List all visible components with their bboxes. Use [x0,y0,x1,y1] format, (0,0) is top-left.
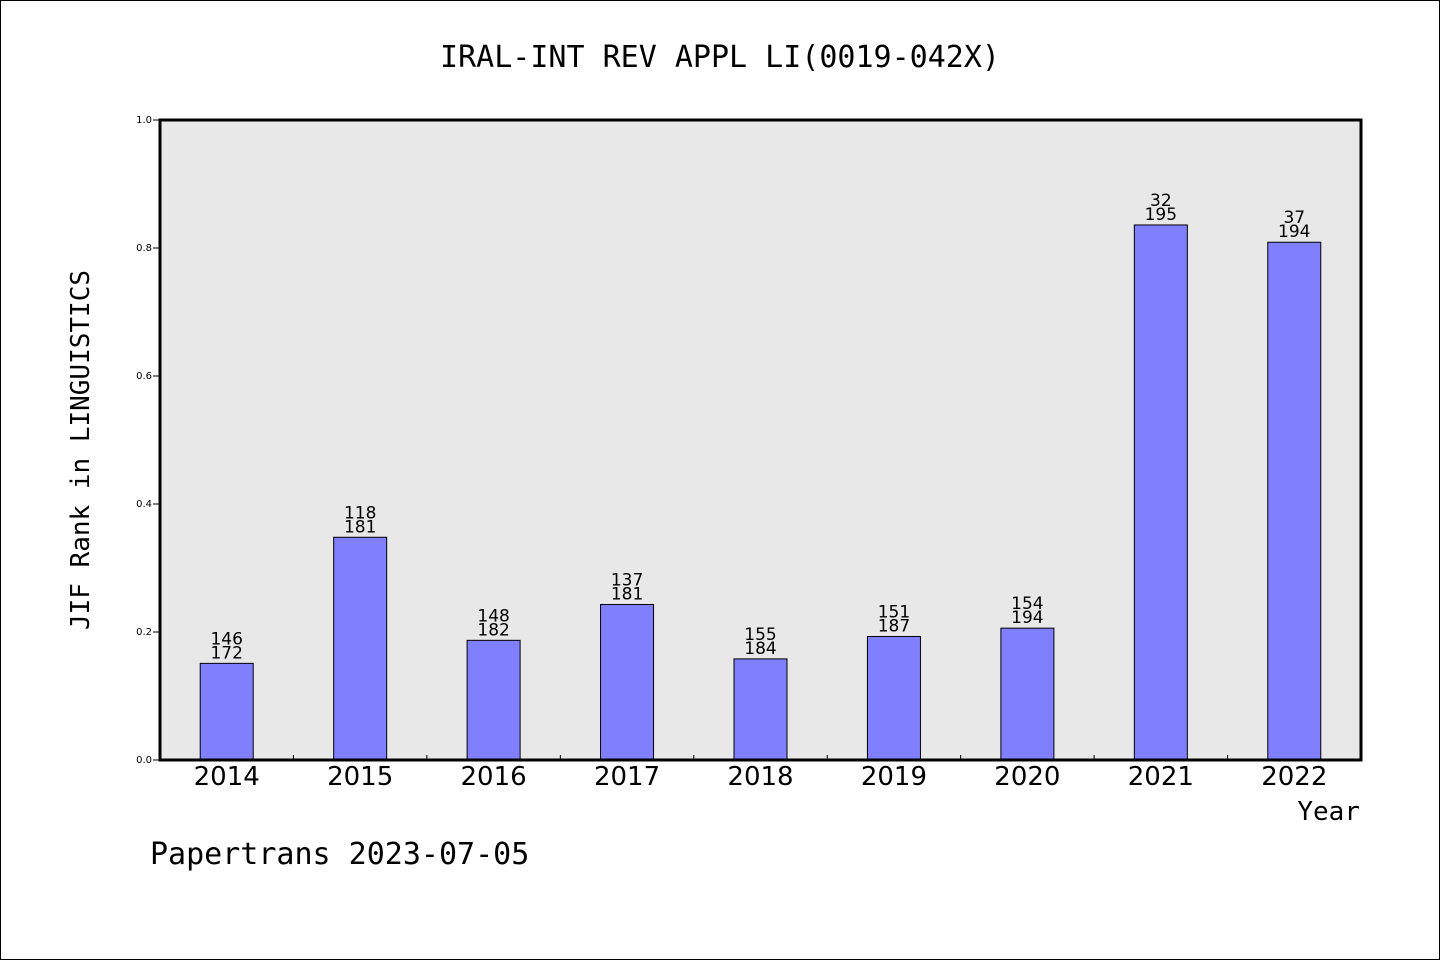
bar-rank-label: 37 [1283,208,1305,228]
bar-total-label: 181 [611,584,643,604]
bar-total-label: 172 [210,643,242,663]
bar-2014 [199,662,254,761]
x-tick-label: 2021 [1128,762,1194,792]
bar-2017 [600,603,655,761]
bar-2020 [1000,627,1055,761]
bar-2022 [1267,241,1322,761]
x-tick-label: 2015 [327,762,393,792]
plot-border [158,118,1363,762]
bar-labels-group: 1461721181811481821371811551841511871541… [210,191,1310,663]
bar-rank-label: 154 [1011,594,1043,614]
bar-rank-label: 148 [477,606,509,626]
bar-total-label: 195 [1145,205,1177,225]
bar-rank-label: 151 [878,602,910,622]
chart-title: IRAL-INT REV APPL LI(0019-042X) [440,40,1000,75]
x-tick-label: 2019 [861,762,927,792]
y-axis-label: JIF Rank in LINGUISTICS [66,270,96,630]
x-axis-ticks: 2014 2015 2016 2017 2018 2019 2020 2021 2022 [194,755,1327,792]
y-tick-label: 1.0 [136,115,152,126]
x-axis-label: Year [1297,797,1360,827]
bar-2016 [466,639,521,761]
bar-2021 [1133,224,1188,761]
x-tick-label: 2014 [194,762,260,792]
x-tick-label: 2018 [727,762,793,792]
y-tick-label: 0.6 [136,371,152,382]
x-tick-label: 2022 [1261,762,1327,792]
bar-rank-label: 32 [1150,191,1172,211]
y-axis-ticks: 0.0 0.2 0.4 0.6 0.8 1.0 [136,115,160,766]
y-tick-label: 0.2 [136,627,152,638]
watermark-text: Papertrans 2023-07-05 [150,837,529,872]
bar-total-label: 194 [1011,608,1043,628]
bar-total-label: 184 [744,639,776,659]
bar-total-label: 194 [1278,222,1310,242]
bar-rank-label: 137 [611,570,643,590]
bar-total-label: 187 [878,616,910,636]
bar-total-label: 181 [344,517,376,537]
bar-rank-label: 155 [744,625,776,645]
bar-total-label: 182 [477,620,509,640]
y-tick-label: 0.4 [136,499,152,510]
bar-rank-label: 118 [344,503,376,523]
x-tick-label: 2017 [594,762,660,792]
y-tick-label: 0.0 [136,755,152,766]
x-tick-label: 2016 [461,762,527,792]
bars-group [199,224,1322,761]
bar-rank-label: 146 [210,629,242,649]
bar-2019 [866,635,921,761]
y-tick-label: 0.8 [136,243,152,254]
bar-2015 [333,536,388,761]
x-tick-label: 2020 [994,762,1060,792]
bar-2018 [733,658,788,761]
